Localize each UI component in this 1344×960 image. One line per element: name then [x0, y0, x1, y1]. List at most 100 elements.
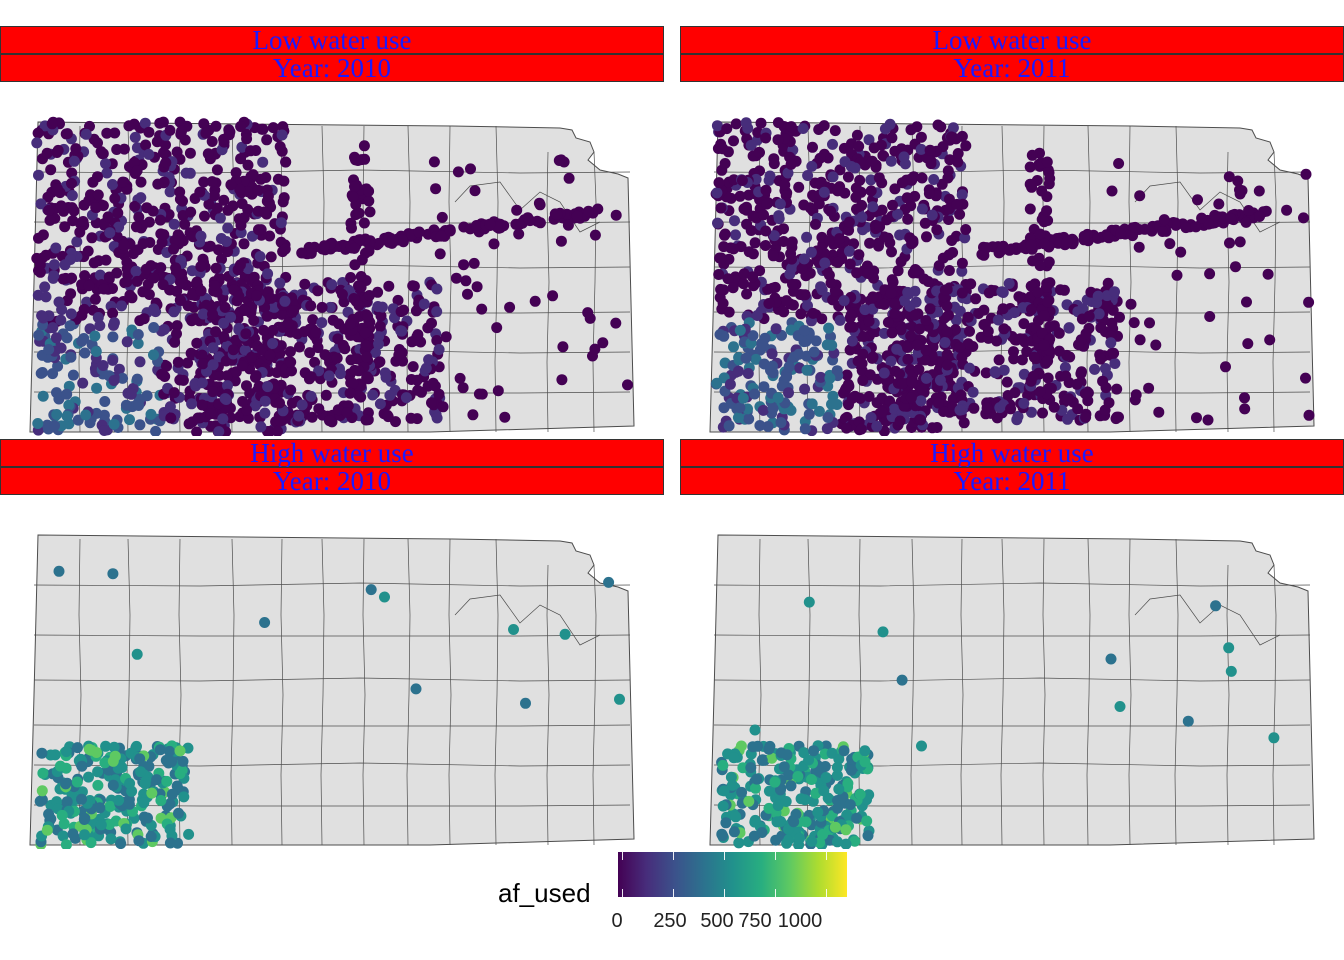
well-point [345, 272, 357, 283]
well-point [896, 177, 908, 189]
well-point [213, 426, 225, 436]
well-point [98, 283, 110, 295]
well-point [173, 807, 184, 819]
well-point [158, 229, 170, 241]
well-point [715, 202, 727, 214]
well-point [276, 145, 288, 157]
well-point [1034, 260, 1046, 272]
well-point [49, 420, 60, 432]
well-point [362, 310, 374, 322]
well-point [1037, 407, 1048, 419]
well-point [1008, 353, 1020, 365]
well-point [1191, 412, 1202, 424]
well-point [182, 300, 194, 312]
well-point [469, 185, 481, 197]
well-point [547, 290, 559, 302]
well-point [131, 165, 143, 177]
well-point [786, 262, 798, 274]
well-point [363, 185, 375, 197]
well-point [358, 140, 370, 152]
well-point [198, 118, 210, 130]
well-point [529, 295, 541, 307]
well-point [962, 338, 974, 350]
well-point [712, 217, 723, 229]
well-point [728, 135, 739, 147]
well-point [793, 348, 805, 360]
well-point [970, 293, 982, 305]
well-point [952, 156, 964, 168]
well-point [1114, 311, 1125, 323]
well-point [323, 370, 335, 382]
well-point [220, 394, 232, 405]
well-point [747, 330, 759, 342]
well-point [918, 273, 930, 285]
well-point [261, 134, 273, 146]
well-point [249, 400, 261, 412]
well-point [100, 254, 112, 266]
legend-title: af_used [498, 878, 591, 908]
well-point [96, 148, 108, 160]
well-point [931, 224, 943, 236]
well-point [165, 412, 177, 424]
well-point [1072, 403, 1084, 415]
well-point [571, 210, 583, 222]
well-point [187, 231, 199, 243]
well-point [1101, 231, 1113, 242]
well-point [1026, 406, 1037, 418]
well-point [758, 381, 770, 393]
well-point [1109, 358, 1121, 369]
well-point [457, 382, 469, 394]
well-point [88, 257, 100, 269]
well-point [1240, 216, 1252, 228]
well-point [320, 389, 332, 401]
well-point [794, 832, 805, 844]
well-point [316, 301, 328, 313]
well-point [831, 769, 843, 781]
well-point [1220, 361, 1231, 373]
well-point [533, 197, 545, 209]
well-point [129, 131, 141, 143]
well-point [151, 774, 163, 786]
well-point [36, 785, 48, 797]
well-point [166, 788, 178, 800]
well-point [186, 265, 198, 277]
well-point [286, 397, 298, 409]
well-point [783, 769, 795, 781]
well-point [997, 303, 1009, 315]
well-point [307, 314, 319, 326]
well-point [191, 337, 203, 349]
facet-panel-low-2010: Low water use Year: 2010 [0, 26, 664, 436]
well-point [59, 221, 71, 233]
well-point [861, 815, 873, 827]
well-point [1040, 282, 1052, 293]
well-point [826, 339, 838, 351]
well-point [743, 246, 755, 258]
well-point [853, 140, 865, 152]
well-point [882, 316, 894, 328]
well-point [1001, 376, 1013, 388]
well-point [563, 172, 575, 184]
well-point [767, 403, 779, 414]
well-point [886, 327, 898, 339]
well-point [437, 401, 449, 413]
well-point [140, 139, 152, 151]
well-point [827, 171, 839, 183]
well-point [64, 320, 76, 332]
well-point [279, 295, 291, 307]
well-point [1144, 317, 1155, 329]
well-point [736, 175, 748, 186]
well-point [774, 198, 786, 210]
well-point [1017, 302, 1029, 314]
well-point [768, 230, 780, 242]
well-point [299, 278, 311, 290]
well-point [77, 216, 89, 227]
well-point [962, 311, 974, 323]
well-point [235, 153, 247, 165]
well-point [104, 800, 116, 812]
well-point [61, 332, 73, 344]
well-point [58, 818, 70, 830]
well-point [1041, 205, 1053, 217]
well-point [808, 346, 820, 358]
well-point [559, 628, 571, 640]
well-point [476, 303, 488, 315]
